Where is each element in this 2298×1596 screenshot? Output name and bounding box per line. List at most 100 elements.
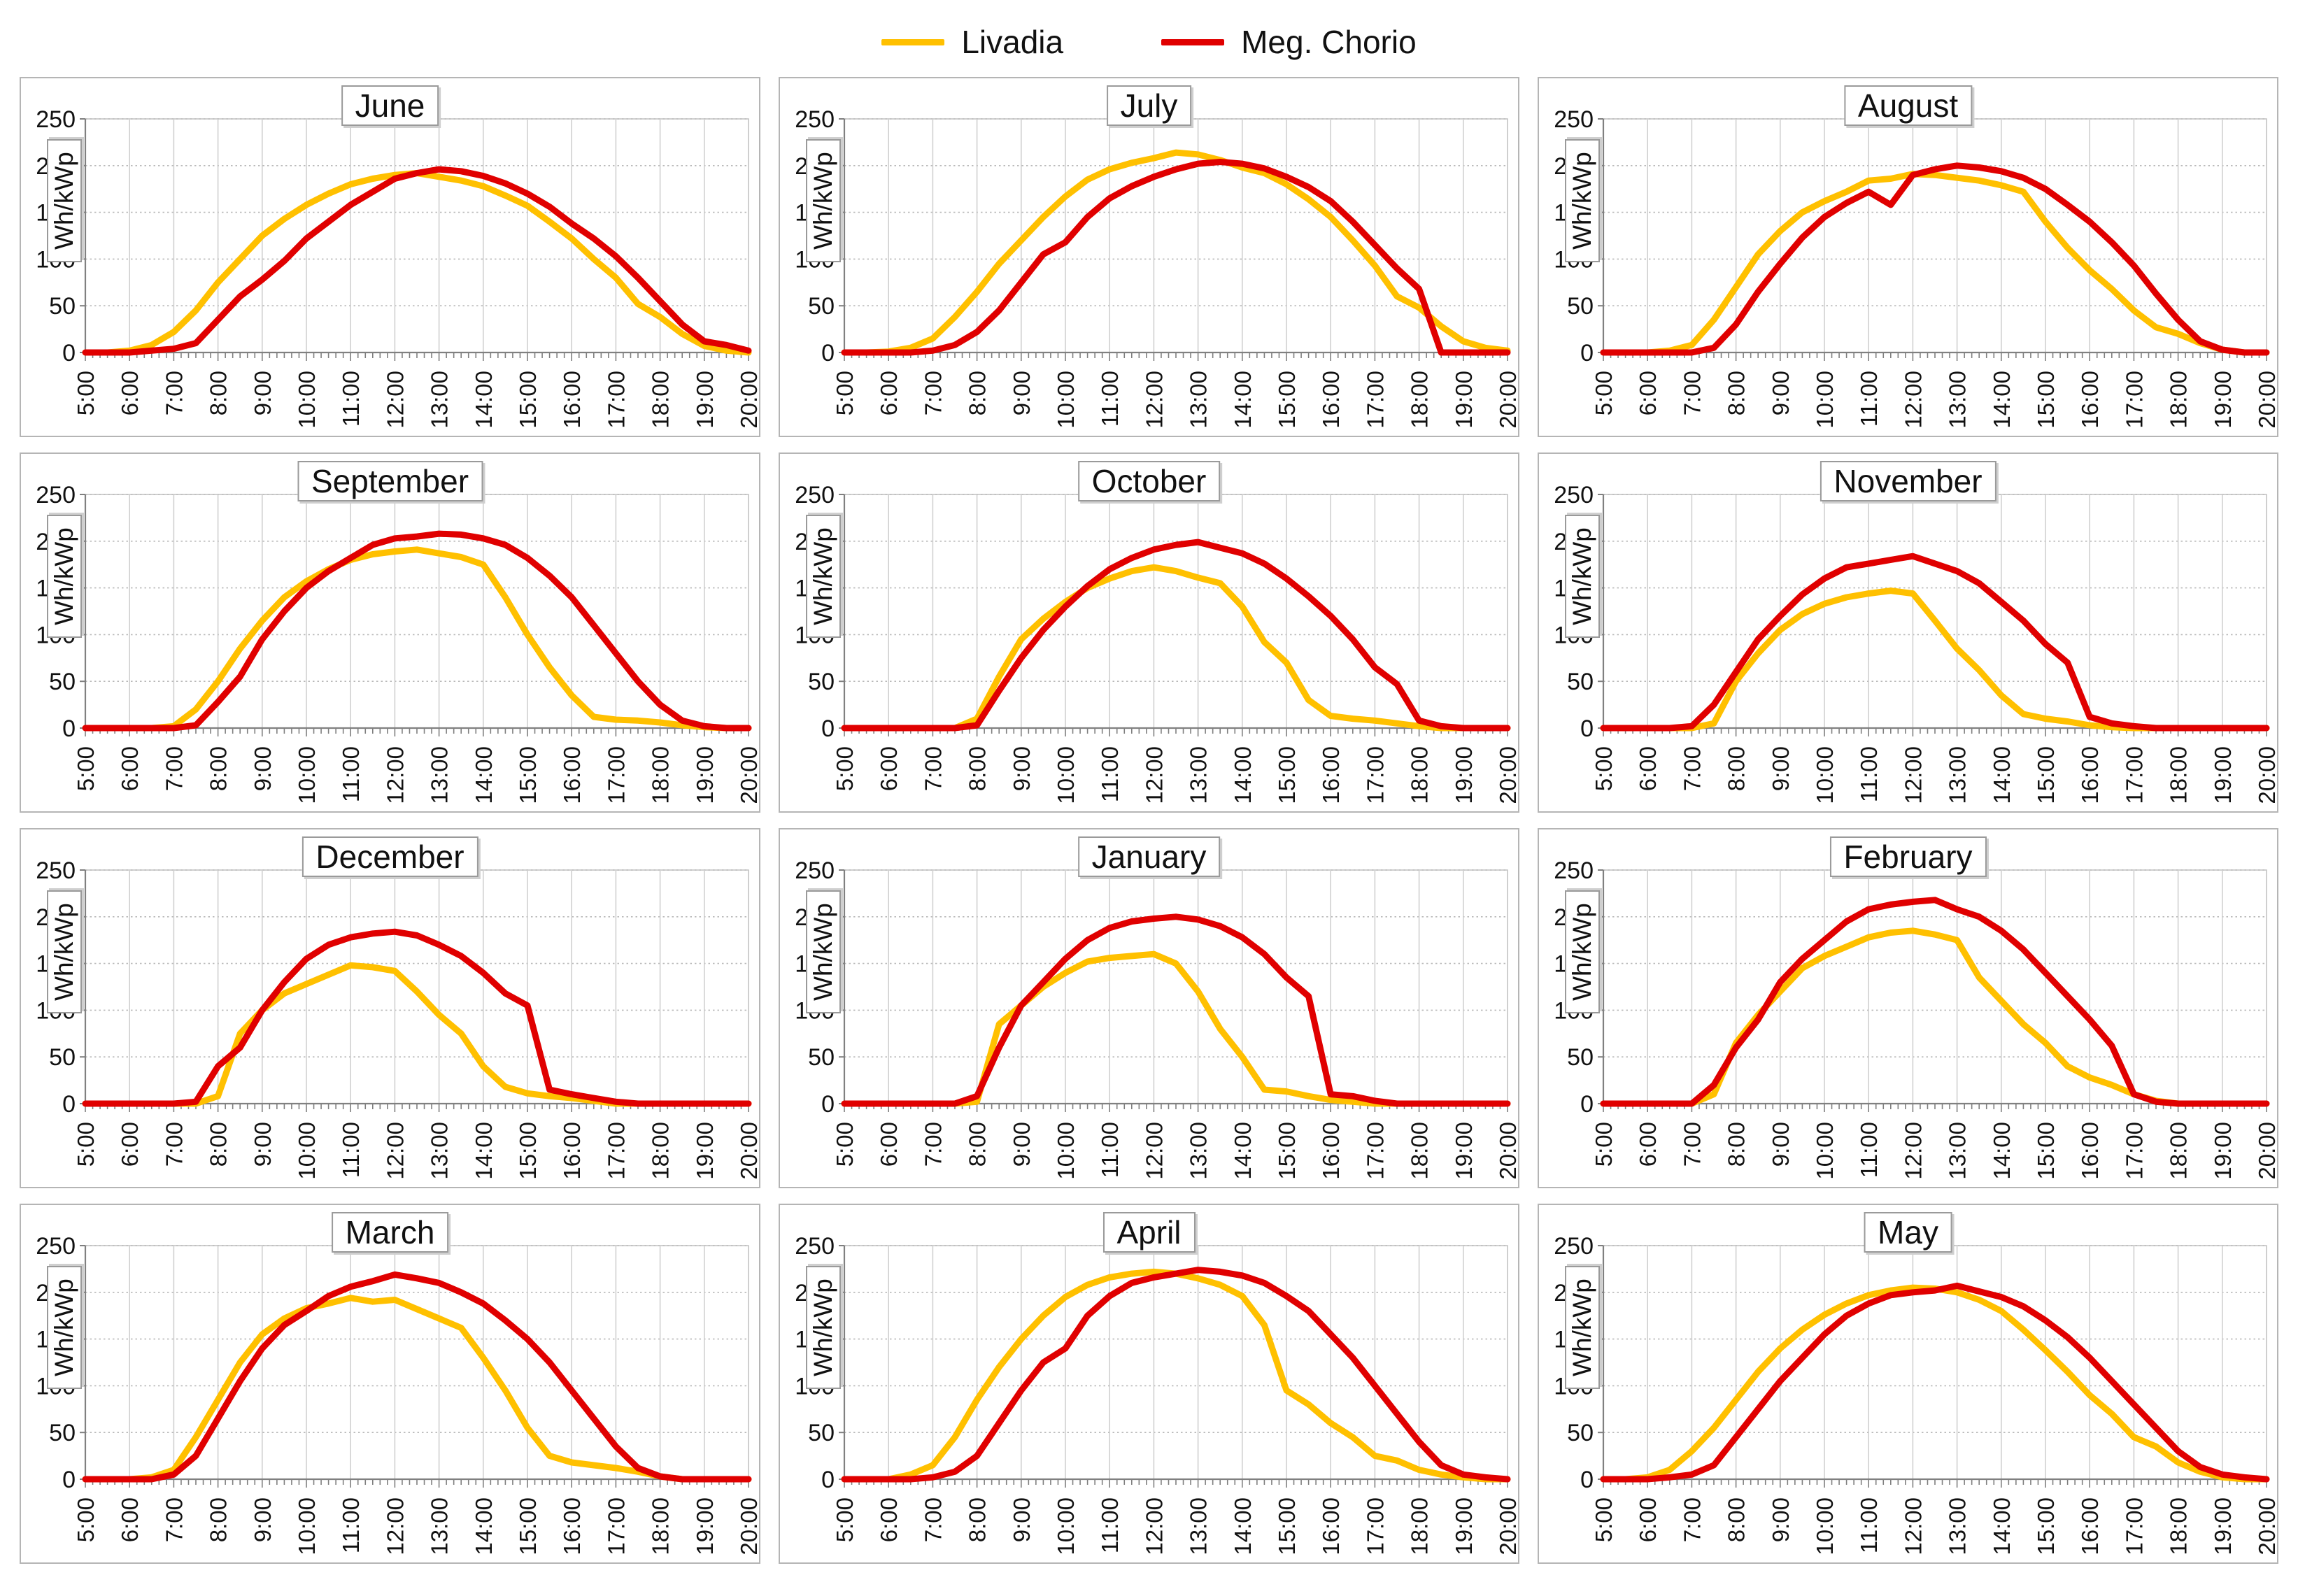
x-tick-label-9:00: 9:00: [1768, 1122, 1794, 1167]
x-tick-label-20:00: 20:00: [2254, 1497, 2277, 1555]
x-tick-label-9:00: 9:00: [1009, 1497, 1035, 1542]
x-tick-label-19:00: 19:00: [1451, 1122, 1477, 1180]
x-tick-label-8:00: 8:00: [206, 371, 232, 415]
x-tick-label-6:00: 6:00: [1635, 1122, 1661, 1167]
x-tick-label-11:00: 11:00: [338, 371, 364, 427]
y-tick-label-50: 50: [1567, 1420, 1594, 1446]
x-tick-label-12:00: 12:00: [1141, 371, 1167, 429]
livadia-series-line: [82, 170, 752, 356]
chart-title-june: June: [341, 85, 439, 126]
x-tick-label-12:00: 12:00: [382, 1122, 408, 1180]
x-tick-label-7:00: 7:00: [920, 371, 946, 415]
x-tick-label-17:00: 17:00: [1362, 1122, 1388, 1180]
x-tick-label-18:00: 18:00: [1407, 746, 1433, 804]
plot-february: 0501001502002505:006:007:008:009:0010:00…: [1554, 857, 2277, 1180]
x-tick-label-11:00: 11:00: [1097, 371, 1123, 427]
chart-legend: Livadia Meg. Chorio: [20, 7, 2278, 77]
x-tick-label-11:00: 11:00: [338, 1497, 364, 1553]
x-tick-label-18:00: 18:00: [2166, 1497, 2192, 1555]
x-tick-label-7:00: 7:00: [161, 746, 187, 791]
x-tick-label-6:00: 6:00: [876, 746, 902, 791]
y-tick-label-50: 50: [49, 1044, 76, 1071]
y-tick-label-250: 250: [1554, 482, 1594, 508]
y-tick-label-50: 50: [49, 669, 76, 695]
x-tick-label-11:00: 11:00: [1856, 746, 1882, 802]
x-tick-label-16:00: 16:00: [2077, 746, 2103, 804]
x-tick-label-13:00: 13:00: [427, 746, 453, 804]
x-tick-label-19:00: 19:00: [2210, 1122, 2236, 1180]
y-tick-label-50: 50: [1567, 293, 1594, 320]
x-tick-label-19:00: 19:00: [1451, 746, 1477, 804]
livadia-series-line: [1600, 587, 2270, 732]
y-tick-label-250: 250: [36, 857, 76, 884]
y-tick-label-50: 50: [49, 1420, 76, 1446]
x-tick-label-16:00: 16:00: [2077, 1122, 2103, 1180]
y-axis-label: Wh/kWp: [806, 1266, 841, 1389]
meg-chorio-series-line: [841, 539, 1511, 732]
x-tick-label-10:00: 10:00: [1053, 371, 1079, 429]
x-tick-label-15:00: 15:00: [2033, 746, 2059, 804]
x-tick-label-18:00: 18:00: [1407, 1122, 1433, 1180]
x-tick-label-10:00: 10:00: [1053, 746, 1079, 804]
x-tick-label-16:00: 16:00: [1318, 371, 1344, 429]
meg-chorio-series-line: [841, 1267, 1511, 1483]
plot-november: 0501001502002505:006:007:008:009:0010:00…: [1554, 482, 2277, 804]
x-tick-label-7:00: 7:00: [920, 1497, 946, 1542]
x-tick-label-12:00: 12:00: [382, 746, 408, 804]
plot-september: 0501001502002505:006:007:008:009:0010:00…: [36, 482, 759, 804]
meg-chorio-series-line: [841, 159, 1511, 356]
x-tick-label-15:00: 15:00: [2033, 371, 2059, 429]
x-tick-label-11:00: 11:00: [1097, 746, 1123, 802]
x-tick-label-11:00: 11:00: [338, 1122, 364, 1178]
x-tick-label-17:00: 17:00: [2121, 371, 2147, 429]
x-tick-label-6:00: 6:00: [117, 1497, 143, 1542]
chart-january: 0501001502002505:006:007:008:009:0010:00…: [779, 828, 1519, 1188]
y-tick-label-250: 250: [795, 106, 835, 133]
y-tick-label-50: 50: [808, 1044, 835, 1071]
y-axis-label: Wh/kWp: [806, 890, 841, 1013]
x-tick-label-7:00: 7:00: [1679, 1122, 1705, 1167]
x-tick-label-14:00: 14:00: [471, 1497, 497, 1555]
x-tick-label-20:00: 20:00: [1495, 371, 1518, 429]
x-tick-label-10:00: 10:00: [1053, 1122, 1079, 1180]
y-axis-label: Wh/kWp: [1565, 1266, 1600, 1389]
plot-frame: [1603, 1245, 2267, 1480]
x-tick-label-6:00: 6:00: [117, 1122, 143, 1167]
y-axis-label: Wh/kWp: [806, 139, 841, 262]
livadia-series-line: [82, 962, 752, 1107]
livadia-series-line: [1600, 1284, 2270, 1483]
x-tick-label-14:00: 14:00: [471, 371, 497, 429]
x-tick-label-16:00: 16:00: [2077, 1497, 2103, 1555]
x-tick-label-13:00: 13:00: [1186, 746, 1212, 804]
x-tick-label-14:00: 14:00: [1989, 746, 2015, 804]
plot-frame: [85, 869, 749, 1104]
x-tick-label-6:00: 6:00: [876, 1122, 902, 1167]
x-tick-label-20:00: 20:00: [2254, 371, 2277, 429]
x-tick-label-5:00: 5:00: [832, 746, 858, 791]
x-tick-label-16:00: 16:00: [559, 746, 585, 804]
y-tick-label-50: 50: [1567, 669, 1594, 695]
x-tick-label-14:00: 14:00: [471, 746, 497, 804]
x-tick-label-18:00: 18:00: [648, 371, 674, 429]
x-tick-label-16:00: 16:00: [2077, 371, 2103, 429]
y-tick-label-0: 0: [62, 340, 76, 366]
meg-chorio-line-swatch: [1161, 38, 1225, 45]
x-tick-label-8:00: 8:00: [206, 1122, 232, 1167]
plot-frame: [1603, 494, 2267, 729]
x-tick-label-9:00: 9:00: [1768, 746, 1794, 791]
x-tick-label-13:00: 13:00: [427, 1122, 453, 1180]
plot-may: 0501001502002505:006:007:008:009:0010:00…: [1554, 1233, 2277, 1555]
plot-august: 0501001502002505:006:007:008:009:0010:00…: [1554, 106, 2277, 429]
chart-title-february: February: [1829, 836, 1987, 877]
x-tick-label-10:00: 10:00: [294, 1122, 320, 1180]
y-tick-label-250: 250: [36, 106, 76, 133]
y-axis-label: Wh/kWp: [1565, 890, 1600, 1013]
charts-grid: 0501001502002505:006:007:008:009:0010:00…: [20, 77, 2278, 1564]
y-tick-label-250: 250: [1554, 1233, 1594, 1260]
livadia-series-line: [1600, 171, 2270, 356]
x-tick-label-16:00: 16:00: [559, 371, 585, 429]
x-tick-label-12:00: 12:00: [1141, 1122, 1167, 1180]
x-tick-label-9:00: 9:00: [250, 746, 276, 791]
plot-march: 0501001502002505:006:007:008:009:0010:00…: [36, 1233, 759, 1555]
x-tick-label-10:00: 10:00: [294, 1497, 320, 1555]
